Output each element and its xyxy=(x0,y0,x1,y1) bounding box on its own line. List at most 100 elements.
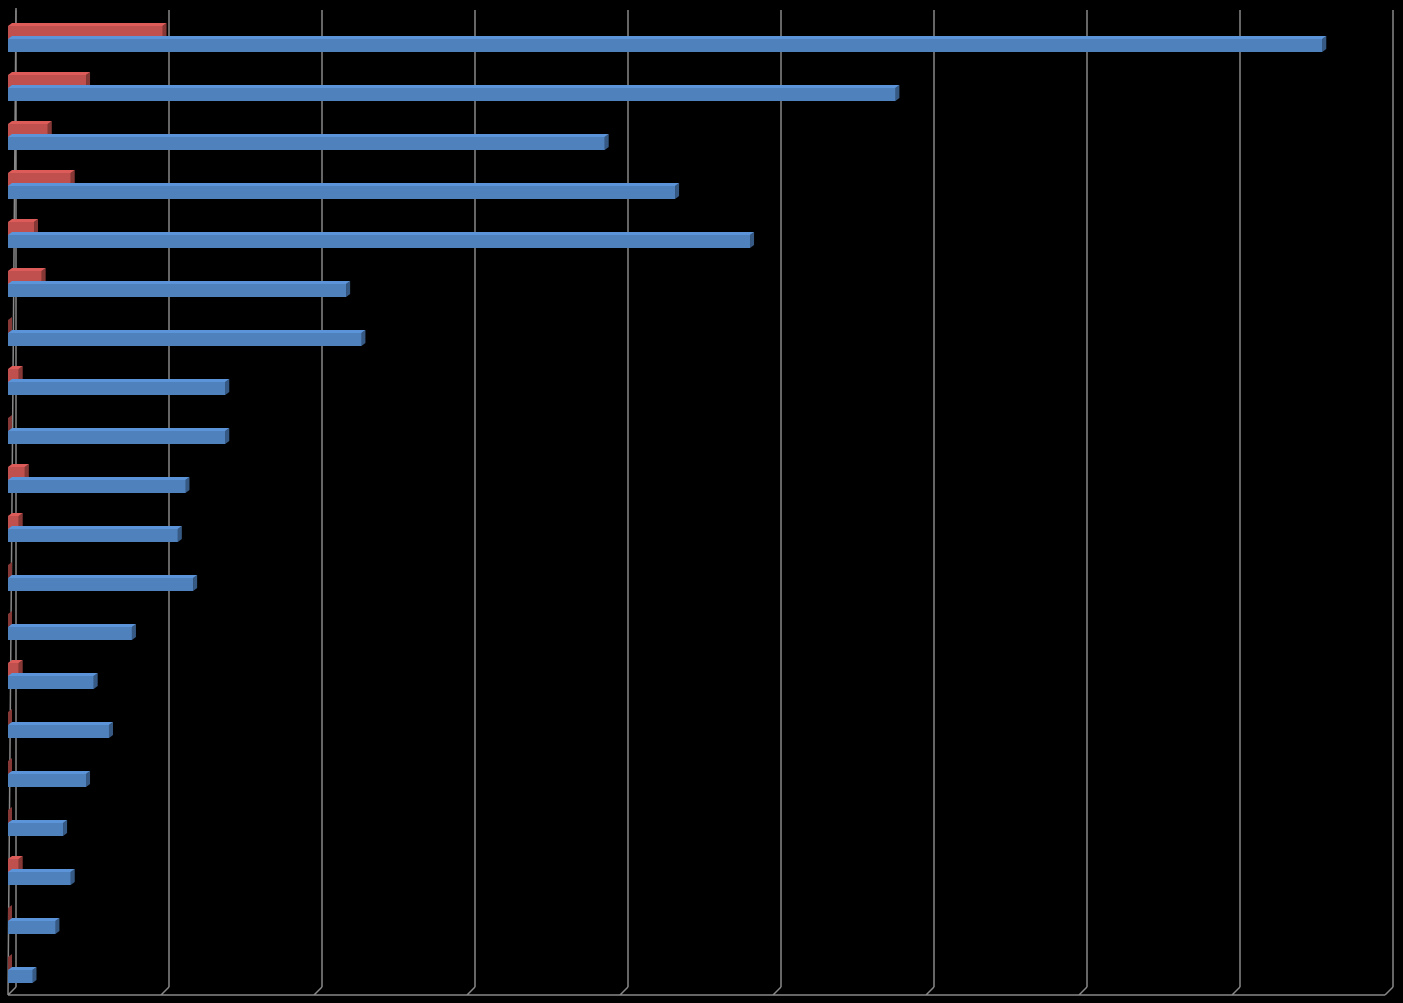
bar-side xyxy=(70,170,75,186)
bar-top xyxy=(8,967,37,970)
bar-side xyxy=(361,330,366,346)
bar-top xyxy=(8,624,136,627)
bar xyxy=(8,186,676,199)
bar xyxy=(8,333,362,346)
bar xyxy=(8,516,19,529)
bar-top xyxy=(8,36,1327,39)
bar xyxy=(8,823,64,836)
bar-top xyxy=(8,134,609,137)
bar-side xyxy=(63,820,68,836)
bar xyxy=(8,676,94,689)
bar-top xyxy=(8,464,29,467)
bar xyxy=(8,467,25,480)
bar-side xyxy=(8,807,12,823)
bar-side xyxy=(24,464,29,480)
grid-foot xyxy=(1231,986,1241,996)
bar-side xyxy=(1322,36,1327,52)
bar-side xyxy=(750,232,755,248)
bar xyxy=(8,627,132,640)
bar xyxy=(8,173,71,186)
bar-top xyxy=(8,673,98,676)
bar-side xyxy=(185,477,190,493)
bar xyxy=(8,663,19,676)
bar-top xyxy=(8,722,113,725)
bar-side xyxy=(93,673,98,689)
bar-top xyxy=(8,85,900,88)
bar-top xyxy=(8,856,23,859)
bar xyxy=(8,124,48,137)
grid-foot xyxy=(466,986,476,996)
bar xyxy=(8,284,347,297)
bar-top xyxy=(8,23,167,26)
grid-foot xyxy=(160,986,170,996)
bar xyxy=(8,39,1323,52)
grid-foot xyxy=(772,986,782,996)
bar-top xyxy=(8,72,91,75)
bar xyxy=(8,431,226,444)
bar xyxy=(8,75,87,88)
bar xyxy=(8,970,33,983)
grid-foot xyxy=(925,986,935,996)
bar-side xyxy=(18,366,23,382)
bar-side xyxy=(8,954,12,970)
bar xyxy=(8,26,163,39)
bar-top xyxy=(8,918,60,921)
bar-side xyxy=(225,428,230,444)
bar-side xyxy=(8,611,12,627)
bar-side xyxy=(177,526,182,542)
grid-foot xyxy=(619,986,629,996)
bar-side xyxy=(8,317,12,333)
bar xyxy=(8,578,194,591)
bar xyxy=(8,271,42,284)
bar-side xyxy=(346,281,351,297)
bar-side xyxy=(895,85,900,101)
bar-top xyxy=(8,869,75,872)
bar-side xyxy=(225,379,230,395)
bar-side xyxy=(86,72,91,88)
bar-side xyxy=(32,967,37,983)
bar-side xyxy=(108,722,113,738)
grid-foot xyxy=(7,986,17,996)
bar-side xyxy=(162,23,167,39)
bar-side xyxy=(86,771,91,787)
grid-foot xyxy=(1078,986,1088,996)
bar-top xyxy=(8,330,366,333)
bar-side xyxy=(18,856,23,872)
bar-top xyxy=(8,660,23,663)
bar-side xyxy=(193,575,198,591)
bar-top xyxy=(8,771,91,774)
bar-top xyxy=(8,281,351,284)
bar-side xyxy=(8,758,12,774)
bar-top xyxy=(8,428,230,431)
bar-top xyxy=(8,170,75,173)
bar xyxy=(8,480,186,493)
bar-side xyxy=(8,709,12,725)
bar-top xyxy=(8,268,46,271)
bar-top xyxy=(8,232,755,235)
bar-top xyxy=(8,820,68,823)
bar xyxy=(8,921,56,934)
bar-side xyxy=(55,918,60,934)
bar-top xyxy=(8,366,23,369)
bar-side xyxy=(675,183,680,199)
bar-top xyxy=(8,526,182,529)
bar-top xyxy=(8,183,680,186)
bar xyxy=(8,872,71,885)
bar-top xyxy=(8,219,39,222)
grid-foot xyxy=(313,986,323,996)
bar xyxy=(8,222,35,235)
bar xyxy=(8,725,109,738)
bar-side xyxy=(8,415,12,431)
bar xyxy=(8,235,751,248)
bar xyxy=(8,137,605,150)
bar xyxy=(8,774,87,787)
bar xyxy=(8,88,896,101)
bar-side xyxy=(70,869,75,885)
grid-foot xyxy=(1384,986,1394,996)
bar-side xyxy=(604,134,609,150)
bar-top xyxy=(8,379,230,382)
bar-side xyxy=(47,121,52,137)
bar-side xyxy=(34,219,39,235)
bar-top xyxy=(8,513,23,516)
